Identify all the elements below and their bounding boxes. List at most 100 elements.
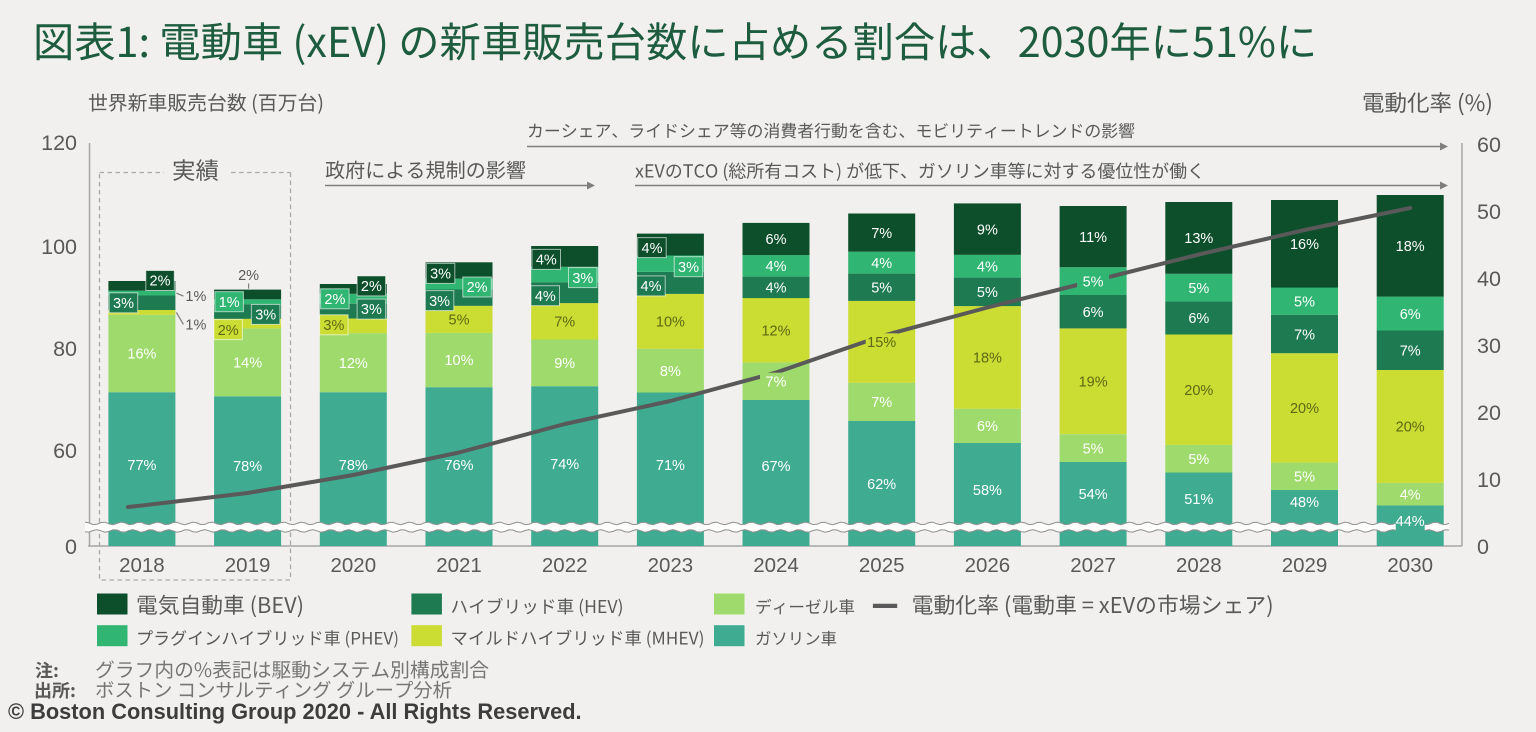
svg-text:12%: 12% [761, 323, 790, 339]
svg-text:18%: 18% [1396, 239, 1425, 255]
svg-text:18%: 18% [973, 351, 1002, 367]
svg-text:5%: 5% [449, 313, 470, 329]
svg-text:7%: 7% [871, 395, 892, 411]
svg-text:120: 120 [41, 131, 77, 155]
svg-text:10: 10 [1477, 468, 1501, 492]
svg-text:19%: 19% [1079, 375, 1108, 391]
svg-text:10%: 10% [656, 315, 685, 331]
svg-text:6%: 6% [977, 419, 998, 435]
svg-text:14%: 14% [233, 356, 262, 372]
svg-text:2028: 2028 [1176, 554, 1222, 577]
svg-text:0: 0 [65, 535, 77, 559]
svg-text:77%: 77% [127, 458, 156, 474]
svg-text:5%: 5% [1294, 294, 1315, 310]
svg-text:54%: 54% [1079, 487, 1108, 503]
svg-text:8%: 8% [660, 364, 681, 380]
svg-text:20%: 20% [1396, 420, 1425, 436]
svg-text:3%: 3% [678, 260, 699, 276]
svg-text:15%: 15% [867, 335, 896, 351]
svg-text:5%: 5% [871, 280, 892, 296]
svg-text:4%: 4% [1400, 487, 1421, 503]
svg-text:2%: 2% [238, 268, 259, 284]
svg-text:44%: 44% [1396, 514, 1425, 530]
svg-text:20%: 20% [1184, 383, 1213, 399]
svg-text:7%: 7% [554, 315, 575, 331]
svg-text:5%: 5% [1083, 274, 1104, 290]
svg-text:80: 80 [53, 337, 77, 361]
svg-text:62%: 62% [867, 477, 896, 493]
svg-text:2018: 2018 [119, 554, 165, 577]
svg-text:78%: 78% [233, 459, 262, 475]
svg-text:2%: 2% [467, 280, 488, 296]
svg-text:5%: 5% [977, 285, 998, 301]
svg-text:1%: 1% [185, 317, 206, 333]
svg-text:4%: 4% [641, 279, 662, 295]
svg-text:40: 40 [1477, 267, 1501, 291]
svg-text:67%: 67% [761, 459, 790, 475]
svg-text:6%: 6% [766, 232, 787, 248]
svg-text:78%: 78% [339, 458, 368, 474]
svg-text:2023: 2023 [648, 554, 694, 577]
svg-text:4%: 4% [536, 253, 557, 269]
svg-text:51%: 51% [1184, 492, 1213, 508]
svg-text:2%: 2% [218, 323, 239, 339]
svg-text:2024: 2024 [753, 554, 799, 577]
svg-text:16%: 16% [1290, 237, 1319, 253]
svg-text:9%: 9% [977, 222, 998, 238]
svg-text:3%: 3% [572, 271, 593, 287]
svg-text:100: 100 [41, 235, 77, 259]
svg-text:7%: 7% [1294, 327, 1315, 343]
svg-text:4%: 4% [766, 259, 787, 275]
svg-text:48%: 48% [1290, 495, 1319, 511]
svg-text:4%: 4% [871, 256, 892, 272]
svg-text:60: 60 [1477, 133, 1501, 157]
svg-text:71%: 71% [656, 458, 685, 474]
svg-text:2%: 2% [150, 274, 171, 290]
svg-text:20%: 20% [1290, 401, 1319, 417]
svg-text:2022: 2022 [542, 554, 588, 577]
svg-text:2029: 2029 [1282, 554, 1328, 577]
svg-text:3%: 3% [429, 294, 450, 310]
svg-text:50: 50 [1477, 200, 1501, 224]
svg-text:7%: 7% [1400, 343, 1421, 359]
svg-text:76%: 76% [444, 458, 473, 474]
svg-text:2019: 2019 [225, 554, 271, 577]
svg-text:3%: 3% [113, 296, 134, 312]
svg-text:2026: 2026 [965, 554, 1011, 577]
svg-text:2021: 2021 [436, 554, 482, 577]
svg-text:12%: 12% [339, 356, 368, 372]
svg-text:10%: 10% [444, 353, 473, 369]
svg-text:5%: 5% [1188, 452, 1209, 468]
svg-text:3%: 3% [323, 318, 344, 334]
svg-text:60: 60 [53, 439, 77, 463]
svg-text:3%: 3% [361, 302, 382, 318]
svg-text:4%: 4% [766, 281, 787, 297]
svg-text:6%: 6% [1400, 307, 1421, 323]
svg-text:74%: 74% [550, 457, 579, 473]
svg-text:13%: 13% [1184, 231, 1213, 247]
svg-text:58%: 58% [973, 483, 1002, 499]
svg-text:7%: 7% [871, 226, 892, 242]
svg-text:© Boston Consulting Group 2020: © Boston Consulting Group 2020 - All Rig… [8, 699, 582, 724]
svg-text:0: 0 [1477, 535, 1489, 559]
svg-text:1%: 1% [219, 295, 240, 311]
svg-text:5%: 5% [1083, 441, 1104, 457]
svg-text:30: 30 [1477, 334, 1501, 358]
svg-text:2025: 2025 [859, 554, 905, 577]
svg-text:4%: 4% [642, 241, 663, 257]
svg-text:4%: 4% [977, 259, 998, 275]
svg-text:2%: 2% [324, 292, 345, 308]
svg-text:16%: 16% [127, 347, 156, 363]
svg-text:2030: 2030 [1387, 554, 1433, 577]
svg-text:6%: 6% [1083, 305, 1104, 321]
svg-text:3%: 3% [255, 308, 276, 324]
svg-text:6%: 6% [1188, 311, 1209, 327]
svg-text:2%: 2% [361, 279, 382, 295]
svg-text:4%: 4% [535, 289, 556, 305]
svg-text:2020: 2020 [330, 554, 376, 577]
svg-text:7%: 7% [766, 374, 787, 390]
svg-text:5%: 5% [1294, 470, 1315, 486]
svg-text:3%: 3% [430, 267, 451, 283]
svg-text:11%: 11% [1079, 230, 1107, 246]
svg-text:1%: 1% [185, 289, 206, 305]
